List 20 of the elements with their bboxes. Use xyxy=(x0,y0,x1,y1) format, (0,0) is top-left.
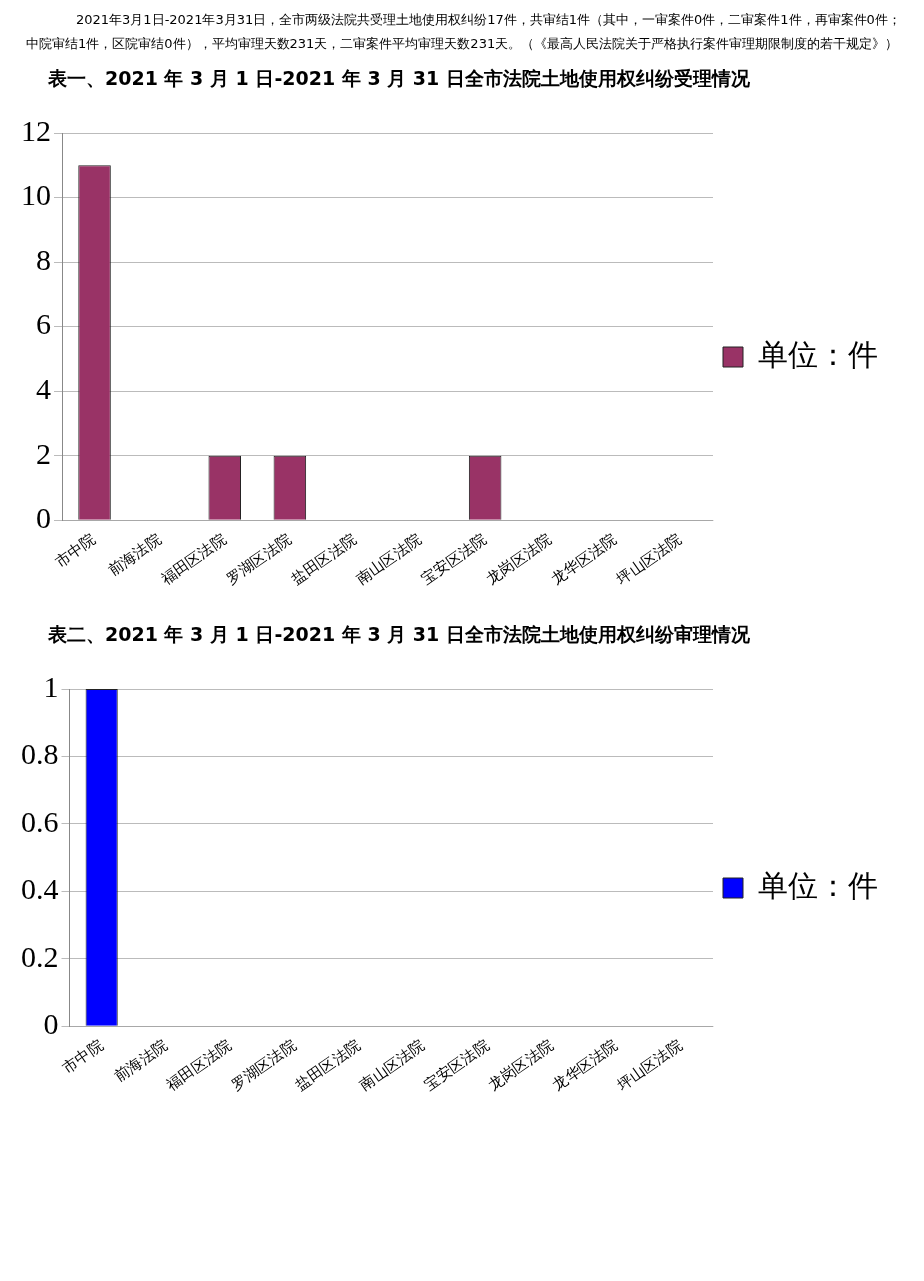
y-tick-label: 2 xyxy=(36,436,51,470)
legend-label: 单位：件 xyxy=(758,337,878,371)
text: 2021年3月1日-2021年3月31日，全市两级法院共受理土地使用权纠纷17件，共审结1件（其中，一审案件0件，二审案件1件，再审案件0件；中院审结1件，区院审结0件），平均审理天数231天，二审案件平均审理天数231天。（《最高人民法院关于严格执行案件审理期限制度的若干规定》） xyxy=(26,11,902,53)
y-tick-label: 0 xyxy=(43,1007,59,1041)
y-tick-label: 12 xyxy=(21,113,51,147)
y-tick-label: 0 xyxy=(36,501,51,535)
y-tick-label: 0.2 xyxy=(21,939,59,973)
x-tick-label: 市中院 xyxy=(59,1036,107,1077)
x-tick-label: 市中院 xyxy=(51,530,100,571)
y-tick-label: 6 xyxy=(36,307,51,341)
chart-title: 表二、2021 年 3 月 1 日-2021 年 3 月 31 日全市法院土地使用权纠纷审理情况 xyxy=(48,622,751,647)
legend-label: 单位：件 xyxy=(758,868,878,902)
y-tick-label: 0.4 xyxy=(21,872,59,906)
y-tick-label: 0.8 xyxy=(21,737,59,771)
y-tick-label: 0.6 xyxy=(21,804,59,838)
chart-title: 表一、2021 年 3 月 1 日-2021 年 3 月 31 日全市法院土地使用权纠纷受理情况 xyxy=(48,66,751,91)
y-tick-label: 10 xyxy=(21,178,51,212)
y-tick-label: 8 xyxy=(36,242,51,276)
y-tick-label: 4 xyxy=(36,372,51,406)
y-tick-label: 1 xyxy=(43,669,59,703)
